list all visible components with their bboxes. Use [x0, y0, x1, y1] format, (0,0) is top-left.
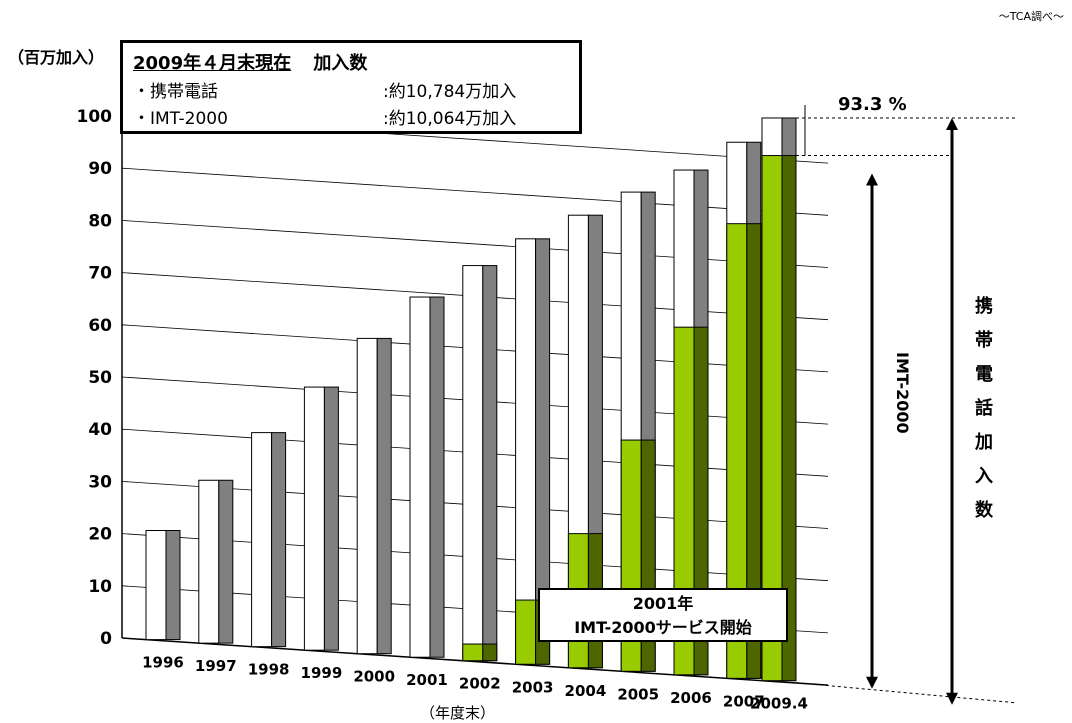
bar-total-side [482, 265, 498, 662]
x-tick-label: 1999 [301, 664, 343, 682]
y-tick-label: 80 [88, 211, 112, 231]
bar-total [303, 386, 325, 651]
bar-total-side [165, 530, 181, 641]
source-note: 〜TCA調べ〜 [998, 10, 1064, 23]
bar-total-side [376, 337, 392, 655]
info-date: 2009年４月末現在 [133, 53, 292, 74]
x-tick-label: 1997 [195, 657, 237, 675]
bar-total [198, 479, 220, 644]
y-tick-label: 50 [88, 368, 112, 388]
y-tick-label: 100 [77, 107, 113, 127]
grid-line [121, 220, 829, 268]
mobile-range-label: 携帯電話加入数 [972, 290, 996, 528]
imt-arrow-head-top [866, 173, 878, 186]
x-tick-label: 1998 [248, 661, 290, 679]
total-arrow-head-top [946, 117, 958, 130]
vertical-label-char: 電 [975, 364, 993, 385]
x-tick-label: 1996 [142, 654, 184, 672]
bar-imt-side [693, 326, 709, 676]
y-tick-label: 30 [88, 472, 112, 492]
imt-arrow-head-bottom [866, 676, 878, 689]
info-row-value: :約10,064万加入 [383, 109, 517, 129]
percent-label: 93.3 % [838, 94, 907, 115]
bar-imt [462, 643, 484, 662]
x-tick-label: 2005 [617, 685, 659, 703]
y-tick-label: 90 [88, 159, 112, 179]
x-tick-label: 2000 [353, 668, 395, 686]
bar-total-side [429, 296, 445, 658]
bar-total-side [271, 432, 287, 648]
info-heading: 加入数 [313, 53, 368, 74]
vertical-label-char: 携 [975, 296, 993, 317]
y-tick-label: 0 [100, 629, 112, 649]
y-tick-label: 40 [88, 420, 112, 440]
y-tick-label: 10 [88, 577, 112, 597]
bar-total [409, 296, 431, 658]
x-tick-label: 2007 [723, 692, 765, 710]
bar-imt-side [482, 643, 498, 662]
bar-total [251, 432, 273, 648]
bar-total-side [323, 386, 339, 651]
total-arrow-head-bottom [946, 692, 958, 705]
x-tick-label: 2003 [512, 678, 554, 696]
x-tick-label: 2004 [565, 682, 607, 700]
info-row-label: ・携帯電話 [133, 82, 218, 102]
x-tick-label: 2006 [670, 689, 712, 707]
guide-base [795, 682, 1016, 704]
vertical-label-char: 入 [975, 466, 993, 487]
bar-imt-side [746, 223, 762, 679]
vertical-label-char: 数 [975, 500, 993, 521]
service-start-annotation: 2001年 IMT-2000サービス開始 [538, 588, 788, 642]
y-tick-label: 20 [88, 525, 112, 545]
bar-total [356, 337, 378, 655]
x-axis-baseline [121, 637, 829, 686]
info-row-imt: ・IMT-2000 :約10,064万加入 [133, 104, 569, 129]
y-tick-label: 70 [88, 264, 112, 284]
x-tick-label: 2002 [459, 675, 501, 693]
imt-range-label: IMT-2000 [892, 352, 912, 552]
grid-line [121, 167, 829, 216]
bar-imt-side [781, 155, 797, 682]
bar-imt [515, 599, 537, 665]
info-row-value: :約10,784万加入 [383, 82, 517, 102]
y-tick-label: 60 [88, 316, 112, 336]
x-tick-label: 2009.4 [750, 695, 808, 713]
vertical-label-char: 加 [975, 432, 993, 453]
bars [145, 117, 797, 682]
info-title: 2009年４月末現在 加入数 [133, 49, 569, 75]
y-unit-label: （百万加入） [8, 48, 105, 67]
info-row-mobile: ・携帯電話 :約10,784万加入 [133, 77, 569, 102]
x-unit-label: （年度末） [420, 704, 496, 722]
x-tick-label: 2001 [406, 671, 448, 689]
range-arrows [795, 105, 1016, 705]
y-axis: 0 10 20 30 40 50 60 70 80 90 100 [77, 78, 123, 649]
annotation-line2: IMT-2000サービス開始 [574, 618, 752, 637]
info-row-label: ・IMT-2000 [133, 109, 228, 129]
bar-total [145, 530, 167, 641]
info-box: 2009年４月末現在 加入数 ・携帯電話 :約10,784万加入 ・IMT-20… [120, 40, 582, 134]
imt-range-text: IMT-2000 [893, 352, 912, 434]
bar-total [462, 265, 484, 662]
x-axis-labels: 1996 1997 1998 1999 2000 2001 2002 2003 2004 2005… [142, 654, 808, 713]
vertical-label-char: 話 [975, 398, 993, 419]
vertical-label-char: 帯 [975, 330, 993, 351]
annotation-line1: 2001年 [632, 594, 694, 613]
bar-total-side [218, 479, 234, 644]
